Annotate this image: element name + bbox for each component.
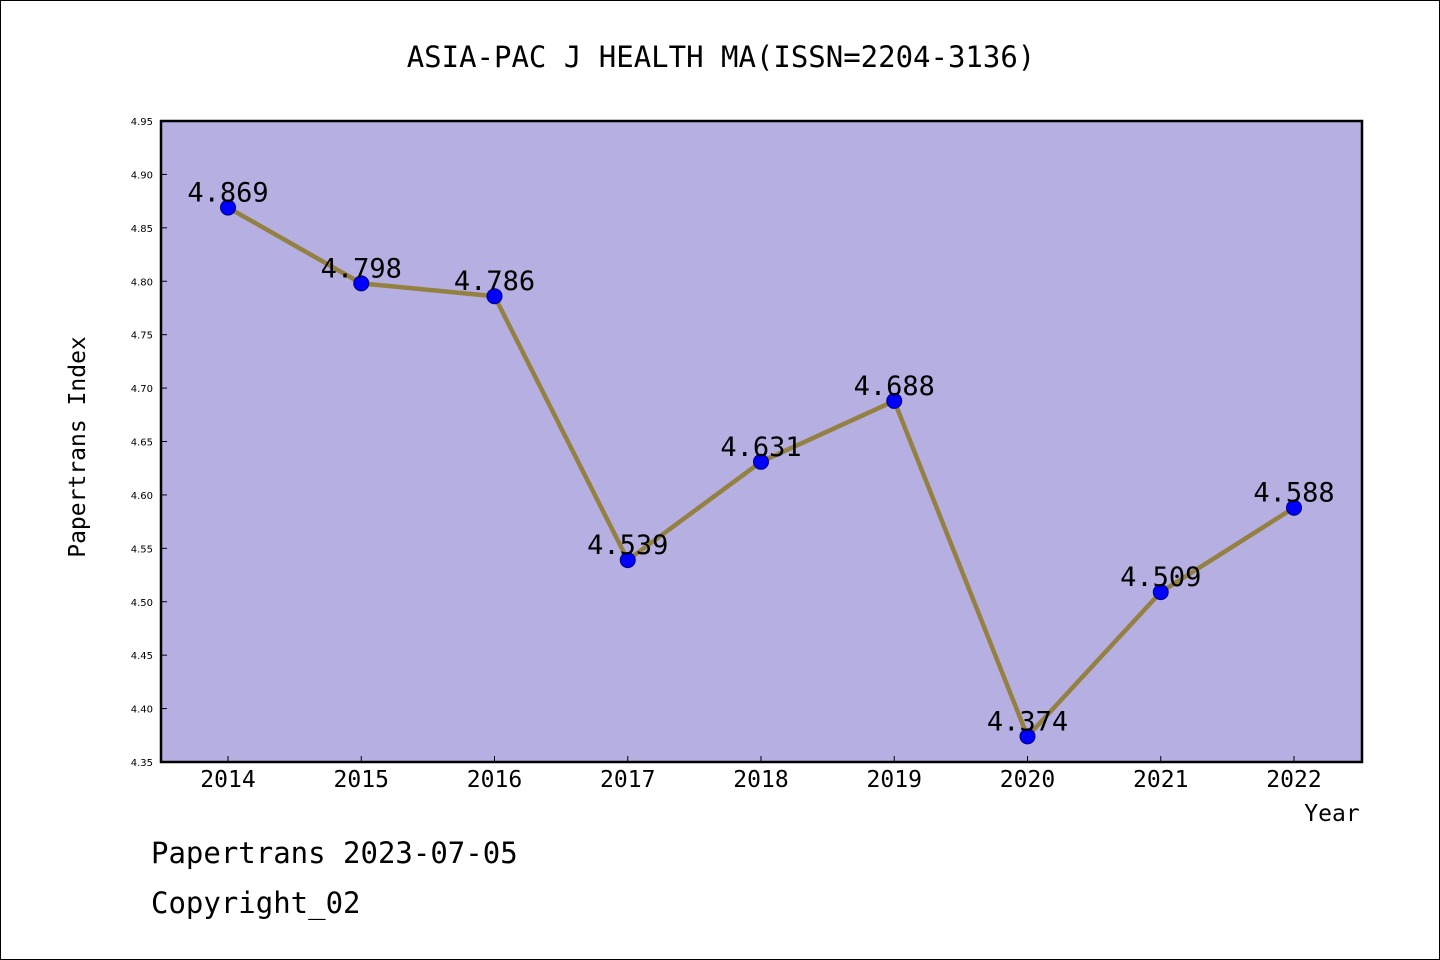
y-tick-label: 4.45 <box>131 651 153 662</box>
chart-title: ASIA-PAC J HEALTH MA(ISSN=2204-3136) <box>407 40 1036 74</box>
x-tick-label: 2020 <box>1000 767 1055 793</box>
y-tick-label: 4.35 <box>131 758 153 769</box>
data-label: 4.539 <box>587 530 668 561</box>
data-label: 4.798 <box>321 253 402 284</box>
plot-frame <box>159 119 1364 764</box>
data-point <box>486 288 503 305</box>
data-label: 4.588 <box>1253 478 1334 509</box>
x-tick-label: 2016 <box>467 767 522 793</box>
x-tick-label: 2019 <box>867 767 922 793</box>
data-label: 4.786 <box>454 266 535 297</box>
y-tick-label: 4.50 <box>131 598 153 609</box>
x-tick-label: 2014 <box>200 767 255 793</box>
data-label: 4.509 <box>1120 562 1201 593</box>
data-point <box>1019 728 1036 745</box>
data-label: 4.869 <box>187 178 268 209</box>
x-tick-label: 2015 <box>334 767 389 793</box>
y-tick-label: 4.80 <box>131 277 153 288</box>
x-tick-label: 2022 <box>1266 767 1321 793</box>
y-tick-label: 4.55 <box>131 544 153 555</box>
plot-area <box>161 121 1362 762</box>
y-tick-label: 4.85 <box>131 224 153 235</box>
data-point <box>619 552 636 569</box>
footer-date: Papertrans 2023-07-05 <box>151 836 518 870</box>
data-point <box>353 275 370 292</box>
y-tick-label: 4.65 <box>131 438 153 449</box>
data-point <box>220 199 236 216</box>
y-tick-label: 4.95 <box>131 117 153 128</box>
data-point <box>1152 584 1169 601</box>
data-label: 4.631 <box>720 432 801 463</box>
y-tick-label: 4.70 <box>131 384 153 395</box>
data-label: 4.374 <box>987 706 1068 737</box>
x-axis-label: Year <box>1304 801 1359 827</box>
y-axis-label: Papertrans Index <box>65 336 91 558</box>
y-tick-label: 4.60 <box>131 491 153 502</box>
y-tick-label: 4.90 <box>131 170 153 181</box>
data-point <box>886 392 903 409</box>
x-tick-label: 2018 <box>733 767 788 793</box>
data-point <box>1286 499 1302 516</box>
footer-copyright: Copyright_02 <box>151 886 361 920</box>
data-label: 4.688 <box>854 371 935 402</box>
data-point <box>753 453 769 470</box>
x-tick-label: 2021 <box>1133 767 1188 793</box>
y-tick-label: 4.40 <box>131 705 153 716</box>
y-tick-label: 4.75 <box>131 331 153 342</box>
x-tick-label: 2017 <box>600 767 655 793</box>
